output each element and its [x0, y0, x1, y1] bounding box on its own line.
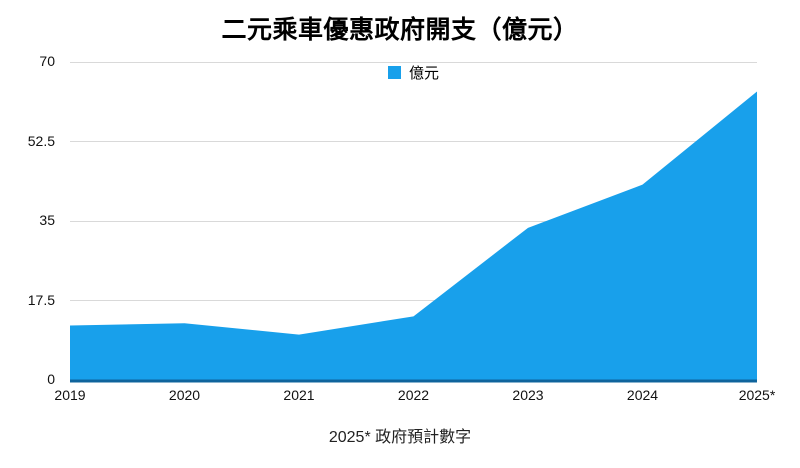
- page-title: 二元乘車優惠政府開支（億元）: [221, 16, 579, 44]
- area-series: [70, 91, 757, 381]
- y-axis-tick-label: 17.5: [27, 291, 55, 308]
- x-axis-tick-label: 2023: [512, 387, 544, 403]
- y-axis-tick-label: 0: [47, 371, 55, 387]
- chart-legend: 億元: [70, 62, 757, 83]
- y-axis-tick-label: 35: [39, 212, 55, 228]
- x-axis-tick-label: 2022: [397, 387, 430, 403]
- legend-swatch-icon: [387, 66, 401, 79]
- gridline: [70, 141, 757, 142]
- x-axis-tick-label: 2024: [626, 387, 659, 403]
- gridline: [70, 220, 757, 222]
- gridline: [70, 300, 757, 301]
- legend-label: 億元: [408, 65, 439, 82]
- x-axis-tick-label: 2021: [283, 387, 315, 403]
- footnote: 2025* 政府預計數字: [328, 429, 472, 446]
- x-axis-tick-label: 2025*: [738, 387, 776, 403]
- y-axis-tick-label: 70: [39, 53, 55, 69]
- gridline: [70, 61, 757, 63]
- y-axis-tick-label: 52.5: [27, 132, 55, 149]
- x-axis-tick-label: 2020: [168, 387, 201, 403]
- x-axis-tick-label: 2019: [54, 387, 86, 403]
